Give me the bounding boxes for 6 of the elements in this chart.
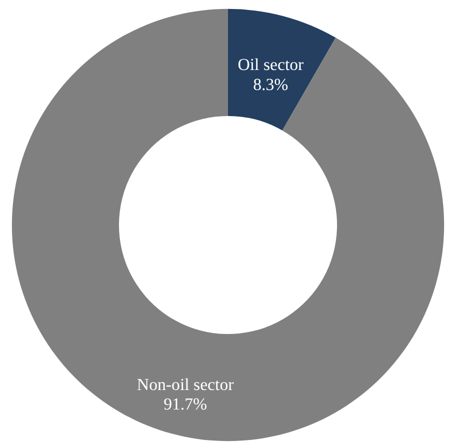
slice-label: Oil sector	[238, 55, 304, 74]
donut-slice	[228, 8, 336, 130]
slice-label: Non-oil sector	[136, 374, 234, 394]
data-label: 91.7%	[164, 394, 208, 414]
data-label: 8.3%	[253, 74, 288, 94]
donut-slice	[12, 8, 444, 441]
